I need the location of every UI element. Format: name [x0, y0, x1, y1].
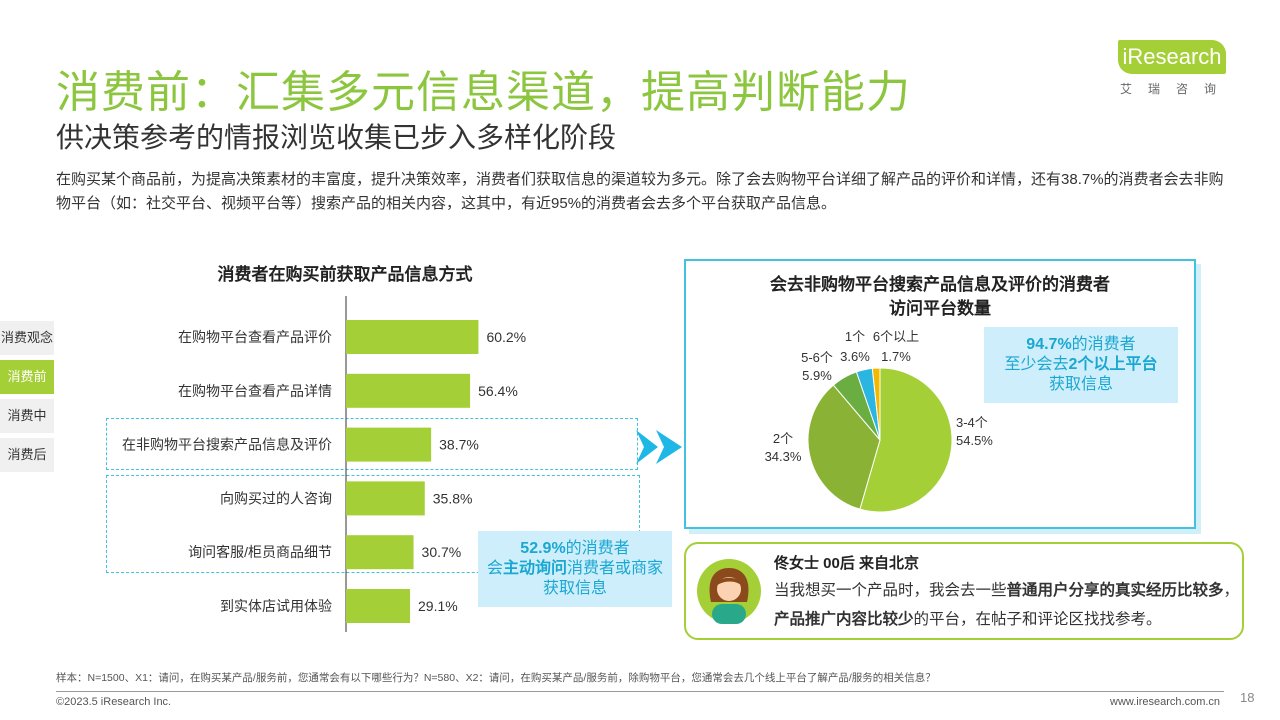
bar-value-label: 38.7%: [439, 437, 479, 453]
quote-bold-1: 普通用户分享的真实经历比较多: [1006, 582, 1224, 599]
sidebar-item-during-consumption[interactable]: 消费中: [0, 399, 54, 433]
sidebar-item-label: 消费中: [7, 408, 47, 423]
bar-category-label: 到实体店试用体验: [220, 598, 332, 614]
platforms-callout-line1: 的消费者: [1071, 336, 1136, 353]
bar: [346, 535, 414, 570]
intro-paragraph: 在购买某个商品前，为提高决策素材的丰富度，提升决策效率，消费者们获取信息的渠道较…: [56, 171, 1224, 212]
bar: [346, 589, 411, 623]
sidebar-item-label: 消费后: [7, 447, 47, 462]
pie-slice-label: 5-6个: [801, 350, 833, 365]
bar: [346, 427, 432, 462]
bar-category-label: 在购物平台查看产品评价: [178, 329, 332, 345]
sidebar-item-before-consumption[interactable]: 消费前: [0, 360, 54, 394]
bar-category-label: 询问客服/柜员商品细节: [188, 544, 332, 560]
bar-chart: 在购物平台查看产品评价 60.2% 在购物平台查看产品详情 56.4% 在非购物平台搜索…: [122, 296, 526, 632]
inquiry-callout-line1: 的消费者: [565, 540, 630, 557]
website-link[interactable]: www.iresearch.com.cn: [1110, 696, 1221, 708]
bar-category-label: 在非购物平台搜索产品信息及评价: [122, 437, 332, 453]
copyright: ©2023.5 iResearch Inc.: [56, 696, 172, 708]
logo-english: iResearch: [1118, 40, 1226, 74]
bar: [346, 373, 471, 408]
platforms-callout-bold: 2个以上平台: [1068, 356, 1158, 373]
pie-slice: [871, 367, 881, 441]
pie-slice: [859, 367, 953, 513]
bar-value-label: 29.1%: [418, 598, 458, 614]
logo-chinese: 艾瑞咨询: [1120, 82, 1233, 96]
platforms-callout-highlight: 94.7%: [1026, 336, 1072, 353]
bar-value-label: 60.2%: [486, 329, 526, 345]
inquiry-callout-line3: 获取信息: [542, 580, 607, 597]
page-subtitle: 供决策参考的情报浏览收集已步入多样化阶段: [56, 122, 617, 153]
pie-slice-value: 3.6%: [840, 349, 870, 364]
consumer-quote-panel: 佟女士 00后 来自北京 当我想买一个产品时，我会去一些普通用户分享的真实经历比…: [684, 542, 1244, 640]
sidebar-item-label: 消费前: [7, 369, 47, 384]
highlight-box-nonshopping: [106, 418, 638, 470]
pie-title-line1: 会去非购物平台搜索产品信息及评价的消费者: [770, 275, 1110, 294]
inquiry-callout-highlight: 52.9%: [520, 540, 566, 557]
sidebar-item-after-consumption[interactable]: 消费后: [0, 438, 54, 472]
iresearch-logo: iResearch 艾瑞咨询: [1112, 40, 1236, 102]
sidebar-item-label: 消费观念: [0, 330, 53, 345]
pie-title-line2: 访问平台数量: [889, 299, 991, 318]
pie-slice-value: 1.7%: [881, 349, 911, 364]
pie-slice: [807, 384, 881, 510]
page-number: 18: [1240, 690, 1255, 705]
pie-slice-label: 1个: [845, 329, 865, 344]
woman-avatar-icon: [697, 559, 761, 624]
quote-bold-2: 产品推广内容比较少: [774, 611, 914, 628]
pie-slice-label: 2个: [773, 431, 793, 446]
inquiry-callout: 52.9%的消费者 会主动询问消费者或商家 获取信息: [478, 531, 672, 607]
bar-category-label: 在购物平台查看产品详情: [178, 383, 332, 399]
inquiry-callout-rest: 消费者或商家: [567, 560, 664, 577]
bar: [346, 481, 425, 516]
quote-text: 当我想买一个产品时，我会去一些普通用户分享的真实经历比较多， 产品推广内容比较少的…: [774, 576, 1240, 634]
bar-value-label: 35.8%: [433, 490, 473, 506]
bar-value-label: 30.7%: [422, 544, 462, 560]
inquiry-callout-pre: 会: [486, 560, 503, 577]
pie-slice-value: 54.5%: [956, 433, 993, 448]
pie-slice-value: 34.3%: [765, 449, 802, 464]
quote-part-1: 当我想买一个产品时，我会去一些: [774, 582, 1007, 599]
platforms-callout-line3: 获取信息: [1048, 376, 1113, 393]
bar-value-label: 56.4%: [478, 383, 518, 399]
page-title: 消费前：汇集多元信息渠道，提高判断能力: [56, 68, 911, 117]
quote-part-2: ，: [1223, 582, 1240, 599]
pie-chart-panel: 会去非购物平台搜索产品信息及评价的消费者 访问平台数量 3-4个 54.5% 2个 3…: [684, 259, 1196, 529]
highlight-box-inquiry: [106, 475, 640, 573]
pie-chart-title: 会去非购物平台搜索产品信息及评价的消费者 访问平台数量: [686, 273, 1194, 321]
pie-slice-value: 5.9%: [802, 368, 832, 383]
bar-chart-title: 消费者在购买前获取产品信息方式: [217, 265, 473, 284]
platforms-callout-pre: 至少会去: [1004, 356, 1069, 373]
quote-speaker: 佟女士 00后 来自北京: [774, 555, 920, 572]
pie-slice-label: 3-4个: [956, 415, 988, 430]
inquiry-callout-bold: 主动询问: [502, 560, 567, 577]
bar-category-label: 向购买过的人咨询: [220, 490, 332, 506]
double-chevron-arrow-icon: [636, 430, 682, 464]
quote-part-3: 的平台，在帖子和评论区找找参考。: [913, 611, 1162, 628]
pie-chart: 3-4个 54.5% 2个 34.3% 5-6个 5.9% 1个 3.6%6个以上 1.7%: [765, 329, 993, 513]
pie-slice-label: 6个以上: [873, 329, 919, 344]
sidebar-item-consumption-concept[interactable]: 消费观念: [0, 321, 54, 355]
bar: [346, 320, 479, 354]
footer-divider: [56, 691, 1224, 692]
platforms-callout: 94.7%的消费者 至少会去2个以上平台 获取信息: [984, 327, 1178, 403]
sample-note: 样本：N=1500、X1：请问，在购买某产品/服务前，您通常会有以下哪些行为？N…: [56, 672, 936, 684]
